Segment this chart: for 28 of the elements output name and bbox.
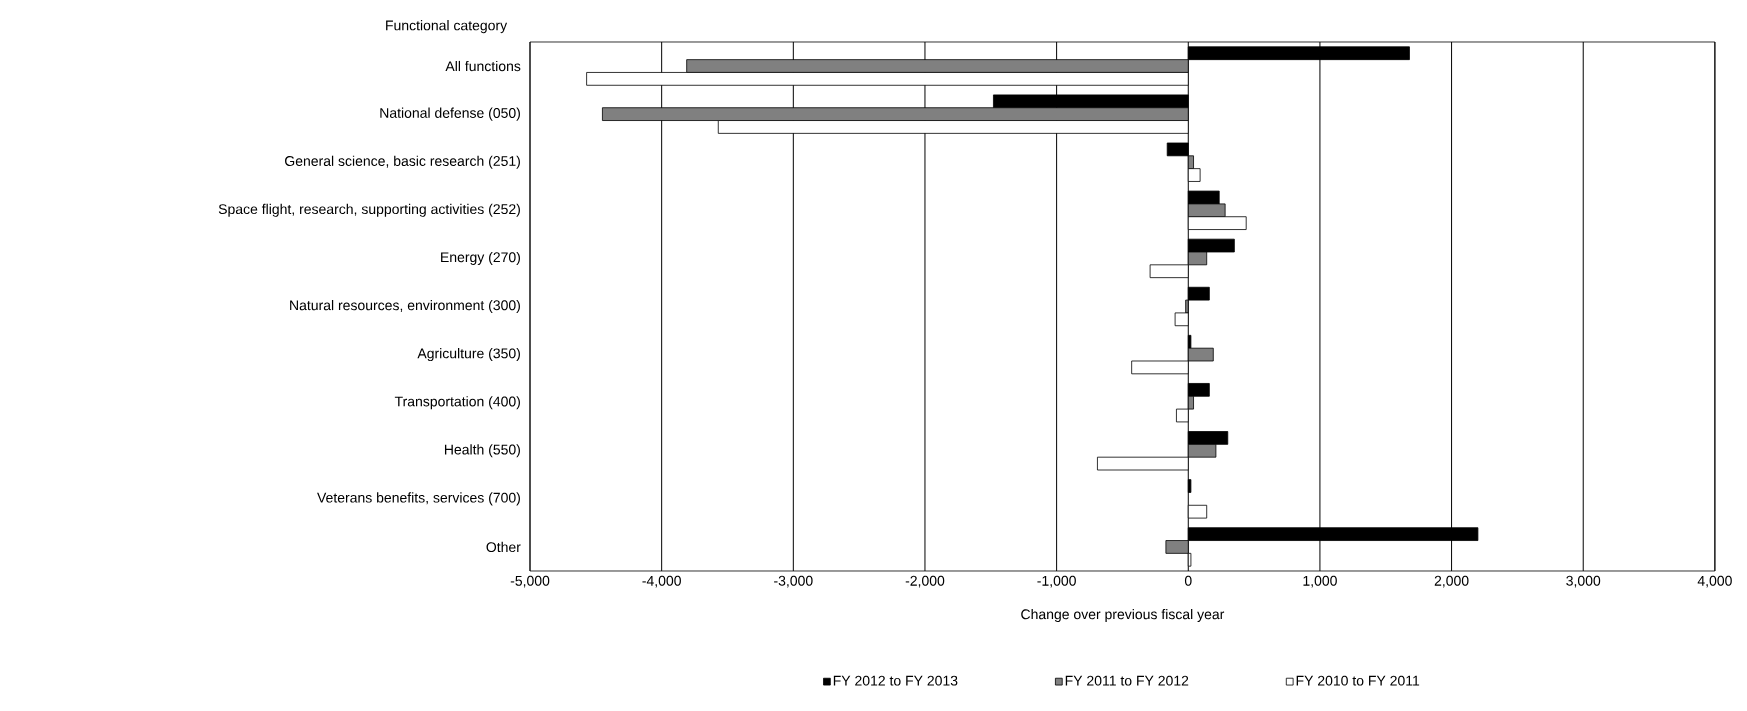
y-tick-label: Transportation (400) — [394, 396, 520, 410]
x-tick-label: -4,000 — [642, 575, 681, 588]
x-tick-label: -2,000 — [905, 575, 945, 588]
legend-label: FY 2011 to FY 2012 — [1065, 675, 1189, 686]
x-tick-label: 4,000 — [1697, 575, 1732, 588]
bar — [1187, 479, 1192, 493]
x-tick-label: 1,000 — [1303, 575, 1337, 588]
y-tick-label: Veterans benefits, services (700) — [317, 492, 520, 506]
y-tick-label: Agriculture (350) — [417, 348, 520, 362]
x-axis-title: Change over previous fiscal year — [1021, 608, 1225, 622]
x-tick-label: 2,000 — [1434, 575, 1469, 588]
y-tick-label: Energy (270) — [441, 251, 520, 265]
x-tick-label: -1,000 — [1037, 575, 1076, 588]
y-tick-label: Space flight, research, supporting activities (252) — [218, 203, 520, 217]
y-tick-label: National defense (050) — [380, 107, 520, 121]
x-tick-label: -5,000 — [510, 575, 550, 588]
y-axis-title: Functional category — [386, 20, 508, 34]
y-tick-label: All functions — [445, 60, 521, 72]
y-tick-label: Natural resources, environment (300) — [290, 299, 520, 314]
bar — [1187, 504, 1208, 519]
x-tick-label: 0 — [1184, 575, 1192, 586]
y-tick-label: General science, basic research (251) — [285, 155, 520, 169]
y-tick-label: Other — [486, 541, 521, 553]
x-tick-label: -3,000 — [774, 575, 813, 588]
legend-label: FY 2012 to FY 2013 — [833, 675, 958, 686]
legend-label: FY 2010 to FY 2011 — [1296, 675, 1420, 686]
y-tick-label: Health (550) — [444, 444, 520, 458]
x-tick-label: 3,000 — [1566, 575, 1601, 588]
